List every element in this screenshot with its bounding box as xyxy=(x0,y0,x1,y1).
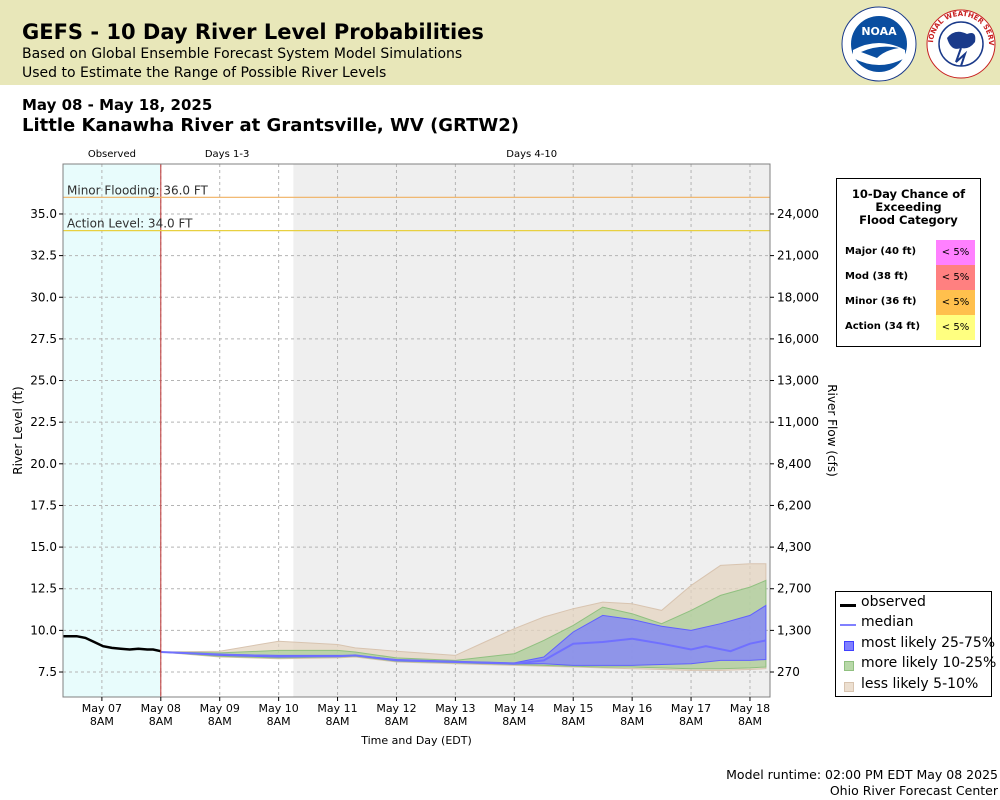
threshold-label-0: Minor Flooding: 36.0 FT xyxy=(67,183,209,197)
y2tick-label-10: 21,000 xyxy=(777,249,819,263)
station-name: Little Kanawha River at Grantsville, WV … xyxy=(22,115,520,136)
xtick-time-0: 8AM xyxy=(90,715,114,728)
flood-row: Action (34 ft) < 5% xyxy=(837,315,980,340)
flood-category-table: 10-Day Chance of Exceeding Flood Categor… xyxy=(836,178,981,347)
ytick-label-2: 12.5 xyxy=(30,582,57,596)
threshold-label-1: Action Level: 34.0 FT xyxy=(67,217,193,231)
ytick-label-11: 35.0 xyxy=(30,207,57,221)
xtick-day-10: May 17 xyxy=(671,702,711,715)
xtick-day-9: May 16 xyxy=(612,702,652,715)
ytick-label-6: 22.5 xyxy=(30,415,57,429)
xtick-day-0: May 07 xyxy=(82,702,122,715)
legend-swatch xyxy=(840,604,856,607)
xtick-time-2: 8AM xyxy=(208,715,232,728)
flood-row-label: Major (40 ft) xyxy=(845,246,917,257)
ytick-label-10: 32.5 xyxy=(30,249,57,263)
xtick-time-6: 8AM xyxy=(443,715,467,728)
median-line xyxy=(160,637,767,665)
xtick-day-5: May 12 xyxy=(376,702,416,715)
plot-border xyxy=(62,163,771,698)
legend-label: observed xyxy=(861,594,926,610)
y2tick-label-4: 6,200 xyxy=(777,498,811,512)
xtick-time-7: 8AM xyxy=(502,715,526,728)
flood-row-label: Action (34 ft) xyxy=(845,321,921,332)
model-runtime: Model runtime: 02:00 PM EDT May 08 2025 xyxy=(726,767,998,782)
x-axis-label: Time and Day (EDT) xyxy=(360,734,472,747)
y2tick-label-9: 18,000 xyxy=(777,290,819,304)
observed-line xyxy=(63,634,162,653)
y-axis-label: River Level (ft) xyxy=(11,386,25,474)
xtick-day-1: May 08 xyxy=(141,702,181,715)
nws-logo: NATIONAL WEATHER SERVICE xyxy=(925,4,996,79)
xtick-day-8: May 15 xyxy=(553,702,593,715)
legend-swatch xyxy=(844,640,854,651)
flood-row: Mod (38 ft) < 5% xyxy=(837,265,980,290)
y2tick-label-0: 270 xyxy=(777,665,800,679)
xtick-time-5: 8AM xyxy=(384,715,408,728)
xtick-day-2: May 09 xyxy=(200,702,240,715)
xtick-time-8: 8AM xyxy=(561,715,585,728)
region-label-2: Days 4-10 xyxy=(506,149,557,160)
xtick-time-10: 8AM xyxy=(679,715,703,728)
legend-swatch xyxy=(844,681,854,692)
xtick-day-11: May 18 xyxy=(730,702,770,715)
y2tick-label-5: 8,400 xyxy=(777,457,811,471)
subtitle-line-1: Based on Global Ensemble Forecast System… xyxy=(22,46,463,62)
flood-row: Minor (36 ft) < 5% xyxy=(837,290,980,315)
flood-row-chance: < 5% xyxy=(936,315,975,340)
ytick-label-8: 27.5 xyxy=(30,332,57,346)
y2tick-label-11: 24,000 xyxy=(777,207,819,221)
xtick-time-4: 8AM xyxy=(326,715,350,728)
xtick-time-1: 8AM xyxy=(149,715,173,728)
forecast-center: Ohio River Forecast Center xyxy=(829,783,998,798)
legend-label: less likely 5-10% xyxy=(861,675,979,692)
y2tick-label-8: 16,000 xyxy=(777,332,819,346)
header-banner: GEFS - 10 Day River Level Probabilities … xyxy=(0,0,1000,85)
ytick-label-4: 17.5 xyxy=(30,498,57,512)
xtick-day-3: May 10 xyxy=(259,702,299,715)
ytick-label-9: 30.0 xyxy=(30,290,57,304)
xtick-day-6: May 13 xyxy=(435,702,475,715)
flood-row-label: Minor (36 ft) xyxy=(845,296,917,307)
xtick-time-9: 8AM xyxy=(620,715,644,728)
xtick-time-3: 8AM xyxy=(267,715,291,728)
region-label-1: Days 1-3 xyxy=(205,149,249,160)
flood-table-title: 10-Day Chance of Exceeding Flood Categor… xyxy=(851,187,966,227)
y2tick-label-6: 11,000 xyxy=(777,415,819,429)
ytick-label-1: 10.0 xyxy=(30,623,57,637)
y2tick-label-3: 4,300 xyxy=(777,540,811,554)
subtitle-line-2: Used to Estimate the Range of Possible R… xyxy=(22,65,387,81)
chart-legend: observed median most likely 25-75% more lik… xyxy=(835,591,996,697)
xtick-day-4: May 11 xyxy=(317,702,357,715)
legend-swatch xyxy=(840,624,856,627)
flood-row-label: Mod (38 ft) xyxy=(845,271,909,282)
ytick-label-7: 25.0 xyxy=(30,374,57,388)
flood-row-chance: < 5% xyxy=(936,240,975,265)
ytick-label-5: 20.0 xyxy=(30,457,57,471)
y2tick-label-1: 1,300 xyxy=(777,623,811,637)
legend-label: more likely 10-25% xyxy=(861,655,997,672)
y2-axis-label: River Flow (cfs) xyxy=(825,384,839,477)
ytick-label-0: 7.5 xyxy=(38,665,57,679)
legend-swatch xyxy=(844,661,854,672)
noaa-logo: NOAA xyxy=(841,6,917,82)
xtick-time-11: 8AM xyxy=(738,715,762,728)
region-label-0: Observed xyxy=(88,149,136,160)
flood-row-chance: < 5% xyxy=(936,290,975,315)
flood-row-chance: < 5% xyxy=(936,265,975,290)
region-0 xyxy=(63,164,161,697)
xtick-day-7: May 14 xyxy=(494,702,534,715)
flood-row: Major (40 ft) < 5% xyxy=(837,240,980,265)
ytick-label-3: 15.0 xyxy=(30,540,57,554)
region-1 xyxy=(160,164,294,697)
noaa-logo-text: NOAA xyxy=(861,25,897,38)
legend-label: most likely 25-75% xyxy=(861,634,996,651)
date-range: May 08 - May 18, 2025 xyxy=(22,96,213,114)
y2tick-label-7: 13,000 xyxy=(777,374,819,388)
y2tick-label-2: 2,700 xyxy=(777,582,811,596)
page-title: GEFS - 10 Day River Level Probabilities xyxy=(22,20,484,44)
legend-label: median xyxy=(861,614,914,631)
